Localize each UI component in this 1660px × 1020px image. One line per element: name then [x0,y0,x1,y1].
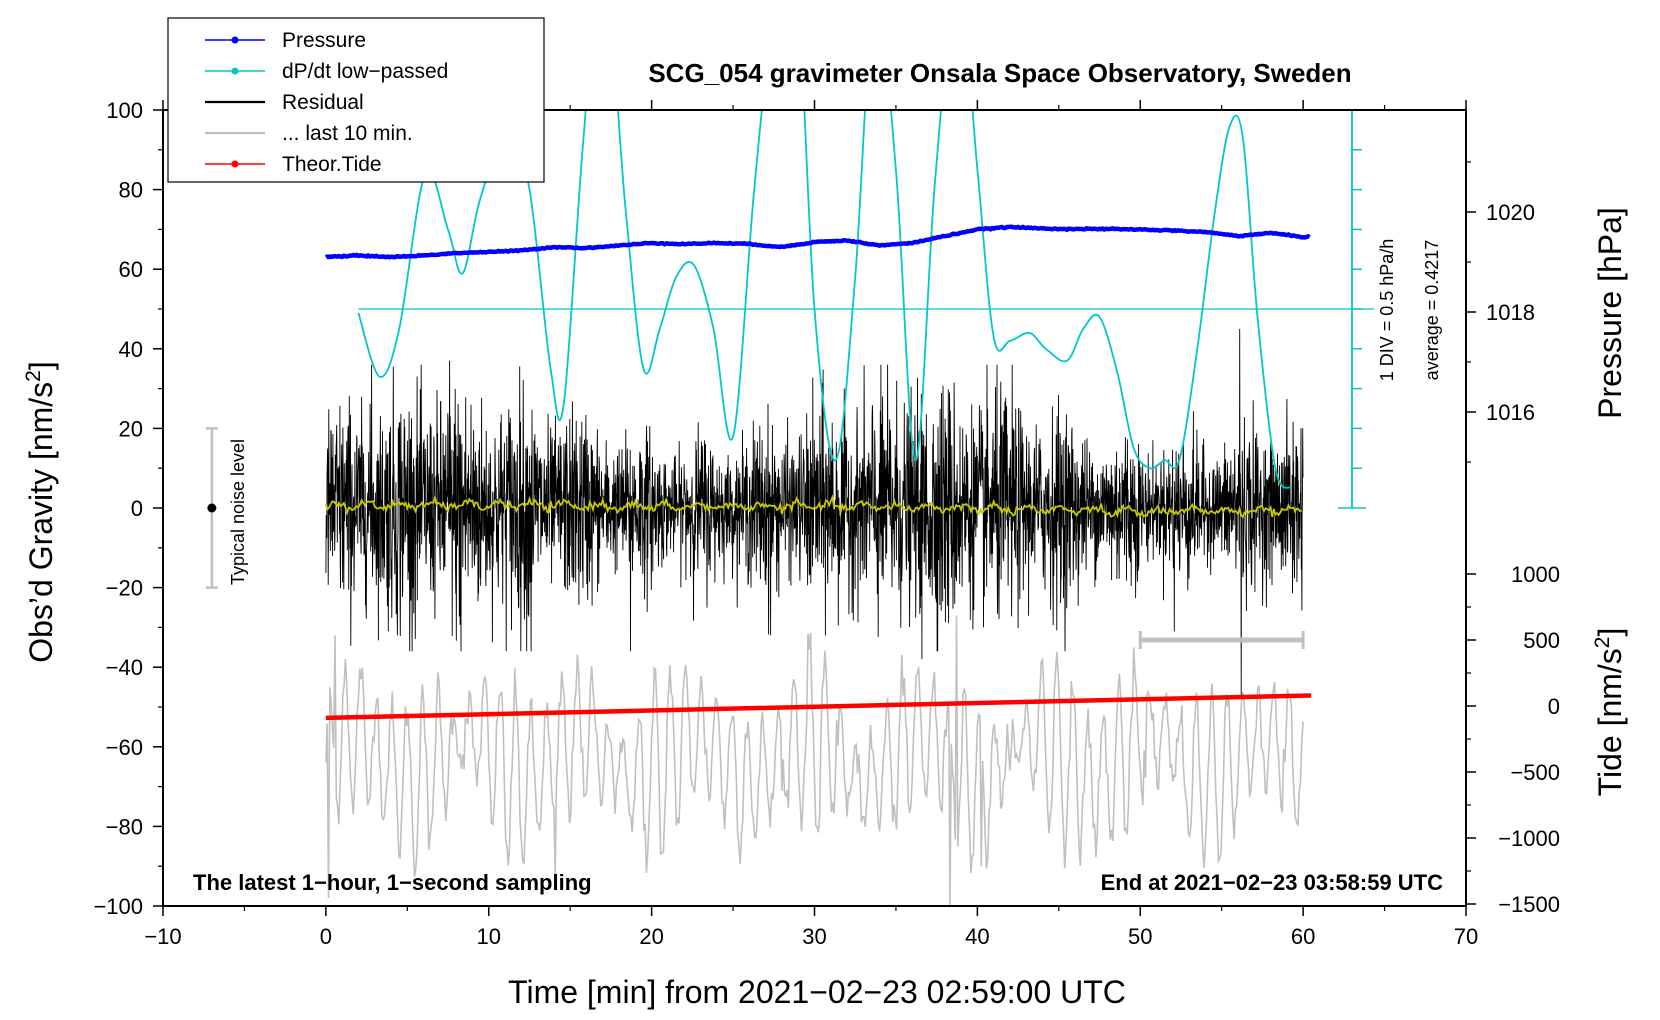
noise-bar-center [207,503,217,513]
x-tick-label: 10 [477,924,501,949]
legend-label: dP/dt low−passed [282,60,448,83]
axes-layer: −10 0 10 20 30 40 50 60 70−100−80−60−40−20020406… [93,98,1560,949]
series-residual-lowpass [325,494,1302,519]
legend-label: Theor.Tide [282,153,382,176]
x-tick-label: 70 [1454,924,1478,949]
y-axis-title-sup: 2 [22,370,45,382]
tide-axis-title-base: Tide [nm/s [1592,648,1628,796]
dpdt-div-label: 1 DIV = 0.5 hPa/h [1377,239,1397,382]
x-tick-label: 0 [320,924,332,949]
y-tick-label: 80 [119,178,143,203]
tide-axis-title-sup: 2 [1591,637,1614,649]
legend-box [167,17,545,183]
pressure-tick-label: 1020 [1486,200,1535,225]
tide-tick-label: 0 [1548,694,1560,719]
legend: Pressure dP/dt low−passed Residual ... last… [167,17,545,183]
end-time-note: End at 2021−02−23 03:58:59 UTC [1101,870,1444,895]
series-dpdt [357,110,1293,489]
x-tick-label: −10 [144,924,181,949]
series-pressure [324,224,1311,260]
x-tick-label: 40 [965,924,989,949]
tide-axis-title: Tide [nm/s2] [1591,628,1628,797]
series-theor-tide [325,693,1312,721]
y-tick-label: −80 [106,814,143,839]
y-axis-title: Obs’d Gravity [nm/s2] [22,361,59,663]
tide-tick-label: 500 [1523,628,1560,653]
pressure-tick-label: 1018 [1486,300,1535,325]
y-tick-label: 20 [119,416,143,441]
x-tick-label: 20 [639,924,663,949]
x-tick-label: 30 [802,924,826,949]
sampling-note: The latest 1−hour, 1−second sampling [193,870,592,895]
pressure-axis-title: Pressure [hPa] [1592,207,1628,419]
x-axis-title: Time [min] from 2021−02−23 02:59:00 UTC [508,974,1126,1010]
noise-level-label: Typical noise level [228,439,248,585]
dpdt-average-label: average = 0.4217 [1422,240,1442,381]
legend-marker [231,67,239,75]
tide-tick-label: 1000 [1511,562,1560,587]
y-tick-label: −20 [106,576,143,601]
y-tick-label: 60 [119,257,143,282]
y-tick-label: 0 [131,496,143,521]
legend-marker [231,160,239,168]
y-tick-label: −40 [106,655,143,680]
tide-tick-label: −1000 [1498,826,1560,851]
y-axis-title-close: ] [23,361,59,370]
y-axis-title-base: Obs’d Gravity [nm/s [23,382,59,663]
plot-area [324,110,1374,906]
x-tick-label: 50 [1128,924,1152,949]
series-last-10-min [325,615,1304,906]
y-tick-label: −100 [93,894,143,919]
y-tick-label: 100 [106,98,143,123]
tide-axis-title-close: ] [1592,628,1628,637]
x-tick-label: 60 [1291,924,1315,949]
pressure-tick-label: 1016 [1486,400,1535,425]
y-tick-label: 40 [119,337,143,362]
tide-tick-label: −1500 [1498,892,1560,917]
chart-title: SCG_054 gravimeter Onsala Space Observat… [648,58,1351,88]
legend-label: Residual [282,91,364,114]
legend-label: Pressure [282,29,366,52]
legend-label: ... last 10 min. [282,122,413,145]
text-layer: SCG_054 gravimeter Onsala Space Observat… [22,58,1628,1010]
tide-tick-label: −500 [1510,760,1560,785]
y-tick-label: −60 [106,735,143,760]
legend-marker [231,36,239,44]
